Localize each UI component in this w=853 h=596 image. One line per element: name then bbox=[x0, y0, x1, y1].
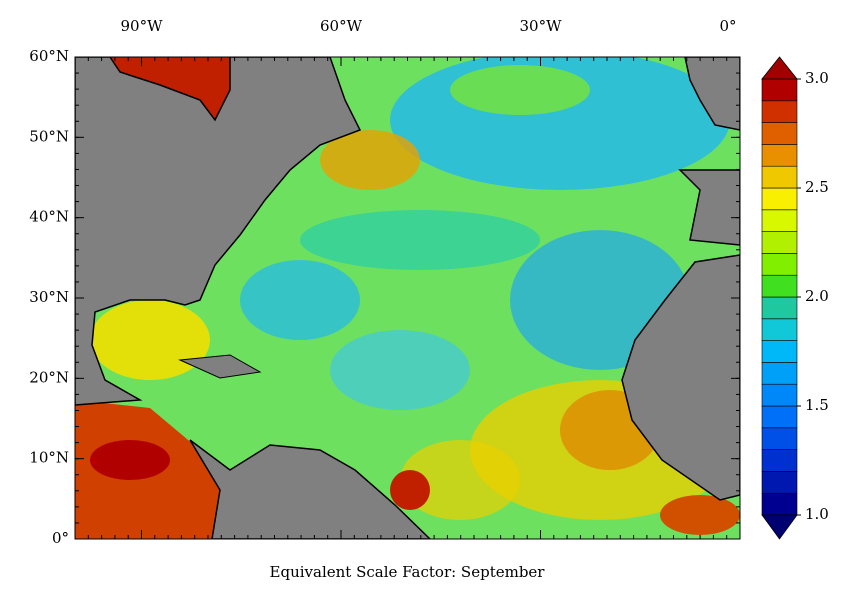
colorbar-level bbox=[761, 122, 798, 145]
colorbar-level bbox=[761, 405, 798, 429]
colorbar-level bbox=[761, 492, 798, 516]
map-title: Equivalent Scale Factor: September bbox=[270, 563, 546, 581]
colorbar-level bbox=[761, 231, 798, 254]
colorbar-tick-label: 2.0 bbox=[805, 287, 829, 305]
colorbar-level bbox=[761, 340, 798, 363]
map-field bbox=[75, 57, 740, 539]
lon-tick-label: 60°W bbox=[320, 17, 363, 35]
colorbar-over-arrow bbox=[761, 56, 798, 80]
lat-tick-label: 30°N bbox=[29, 288, 69, 306]
colorbar-tick-label: 2.5 bbox=[805, 178, 829, 196]
colorbar-level bbox=[761, 471, 798, 494]
colorbar-level bbox=[761, 100, 798, 123]
colorbar-tick-label: 3.0 bbox=[805, 69, 829, 87]
colorbar-level bbox=[761, 296, 798, 320]
colorbar-tick-label: 1.0 bbox=[805, 505, 829, 523]
lat-tick-label: 50°N bbox=[29, 127, 69, 145]
colorbar-level bbox=[761, 362, 798, 385]
lat-tick-label: 10°N bbox=[29, 449, 69, 467]
lon-tick-label: 0° bbox=[719, 17, 736, 35]
colorbar-level bbox=[761, 318, 798, 341]
lon-tick-label: 30°W bbox=[519, 17, 562, 35]
colorbar-level bbox=[761, 449, 798, 472]
colorbar-level bbox=[761, 383, 798, 407]
colorbar-tick-label: 1.5 bbox=[805, 396, 829, 414]
colorbar-level bbox=[761, 165, 798, 189]
colorbar-level bbox=[761, 144, 798, 167]
lat-tick-label: 20°N bbox=[29, 368, 69, 386]
colorbar-level bbox=[761, 78, 798, 102]
colorbar-level bbox=[761, 187, 798, 211]
colorbar-under-arrow bbox=[761, 514, 798, 540]
lat-tick-label: 60°N bbox=[29, 47, 69, 65]
lat-tick-label: 40°N bbox=[29, 208, 69, 226]
colorbar-level bbox=[761, 253, 798, 276]
lat-tick-label: 0° bbox=[52, 529, 69, 547]
colorbar-level bbox=[761, 209, 798, 232]
colorbar-level bbox=[761, 274, 798, 298]
lon-tick-label: 90°W bbox=[120, 17, 163, 35]
colorbar-level bbox=[761, 427, 798, 450]
